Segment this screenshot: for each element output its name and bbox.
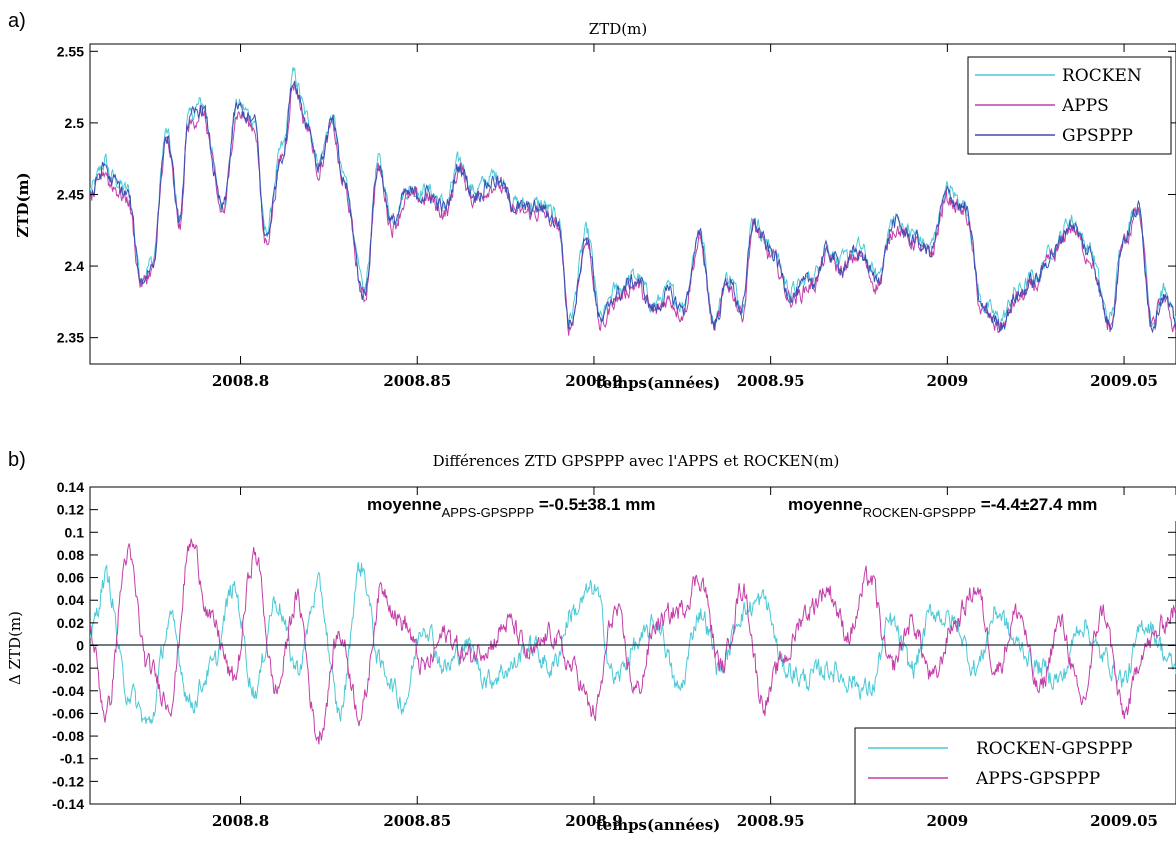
y-tick-label-b: -0.02 (52, 660, 84, 676)
y-tick-label-b: -0.08 (52, 728, 84, 744)
legend-a-label-gpsppp: GPSPPP (1062, 126, 1133, 146)
legend-b-label-rocken: ROCKEN-GPSPPP (976, 739, 1132, 759)
ticks-group-b: 2008.8 2008.85 2008.9 2008.95 2009 2009.05 -0.… (52, 479, 1176, 830)
series-a-gpsppp (90, 80, 1176, 334)
annotation-apps-text: moyenneAPPS-GPSPPP =-0.5±38.1 mm (367, 495, 655, 520)
series-b-apps-gpsppp (90, 538, 1176, 745)
x-tick-label-a: 2009 (926, 372, 968, 390)
annotation-rocken-text: moyenneROCKEN-GPSPPP =-4.4±27.4 mm (788, 495, 1097, 520)
y-tick-label-b: -0.14 (52, 796, 84, 812)
legend-a: ROCKEN APPS GPSPPP (967, 56, 1172, 155)
y-tick-label-b: 0.08 (57, 547, 84, 563)
y-tick-label-a: 2.5 (65, 115, 85, 131)
x-tick-label-b: 2009 (926, 812, 968, 830)
panel-b: b) Différences ZTD GPSPPP avec l'APPS et… (6, 449, 1176, 834)
series-group-b (90, 538, 1176, 745)
legend-b: ROCKEN-GPSPPP APPS-GPSPPP (854, 727, 1176, 805)
legend-a-label-rocken: ROCKEN (1062, 66, 1142, 86)
x-tick-label-a: 2008.9 (565, 372, 622, 390)
x-tick-label-b: 2008.85 (383, 812, 451, 830)
x-tick-label-b: 2009.05 (1090, 812, 1158, 830)
x-tick-label-a: 2008.85 (383, 372, 451, 390)
y-tick-label-b: -0.1 (60, 751, 84, 767)
y-tick-label-b: 0.02 (57, 615, 84, 631)
x-axis-label-b: temps(années) (596, 816, 721, 834)
series-b-rocken-gpsppp (90, 562, 1176, 725)
y-tick-label-b: 0.06 (57, 570, 84, 586)
x-tick-label-b: 2008.95 (737, 812, 805, 830)
y-tick-label-b: -0.06 (52, 705, 84, 721)
x-tick-label-a: 2009.05 (1090, 372, 1158, 390)
legend-b-label-apps: APPS-GPSPPP (975, 769, 1100, 789)
y-tick-label-b: 0.12 (57, 502, 84, 518)
y-tick-label-a: 2.4 (65, 258, 85, 274)
y-tick-label-b: 0 (76, 638, 84, 654)
y-tick-label-b: 0.14 (57, 479, 84, 495)
y-tick-label-b: -0.04 (52, 683, 84, 699)
y-tick-label-b: 0.1 (65, 524, 85, 540)
annotation-apps-mean: moyenneAPPS-GPSPPP =-0.5±38.1 mm (360, 495, 760, 521)
legend-b-box (854, 727, 1176, 805)
y-tick-label-a: 2.45 (57, 186, 84, 202)
x-tick-label-a: 2008.95 (737, 372, 805, 390)
series-group-a (90, 66, 1176, 336)
x-axis-label-a: temps(années) (596, 374, 721, 392)
y-tick-label-b: 0.04 (57, 592, 84, 608)
panel-a-label: a) (8, 10, 26, 32)
x-tick-label-b: 2008.8 (212, 812, 269, 830)
panel-a: a) ZTD(m) 2008.8 2008.85 2008.9 2008.95 2009… (8, 10, 1176, 392)
panel-b-label: b) (8, 449, 26, 471)
series-a-rocken (90, 66, 1176, 329)
y-axis-label-a: ZTD(m) (14, 172, 32, 237)
y-tick-label-a: 2.35 (57, 330, 84, 346)
annotation-rocken-bg (783, 495, 1176, 521)
legend-a-label-apps: APPS (1061, 96, 1109, 116)
ticks-group-a: 2008.8 2008.85 2008.9 2008.95 2009 2009.05 2.3… (57, 43, 1176, 390)
x-tick-label-a: 2008.8 (212, 372, 269, 390)
chart-b-title: Différences ZTD GPSPPP avec l'APPS et RO… (433, 452, 840, 470)
y-axis-label-b: Δ ZTD(m) (6, 611, 24, 685)
y-tick-label-a: 2.55 (57, 43, 84, 59)
annotation-rocken-mean: moyenneROCKEN-GPSPPP =-4.4±27.4 mm (783, 495, 1176, 521)
chart-a-title: ZTD(m) (589, 20, 647, 38)
y-tick-label-b: -0.12 (52, 773, 84, 789)
x-tick-label-b: 2008.9 (565, 812, 622, 830)
annotation-apps-bg (360, 495, 760, 521)
